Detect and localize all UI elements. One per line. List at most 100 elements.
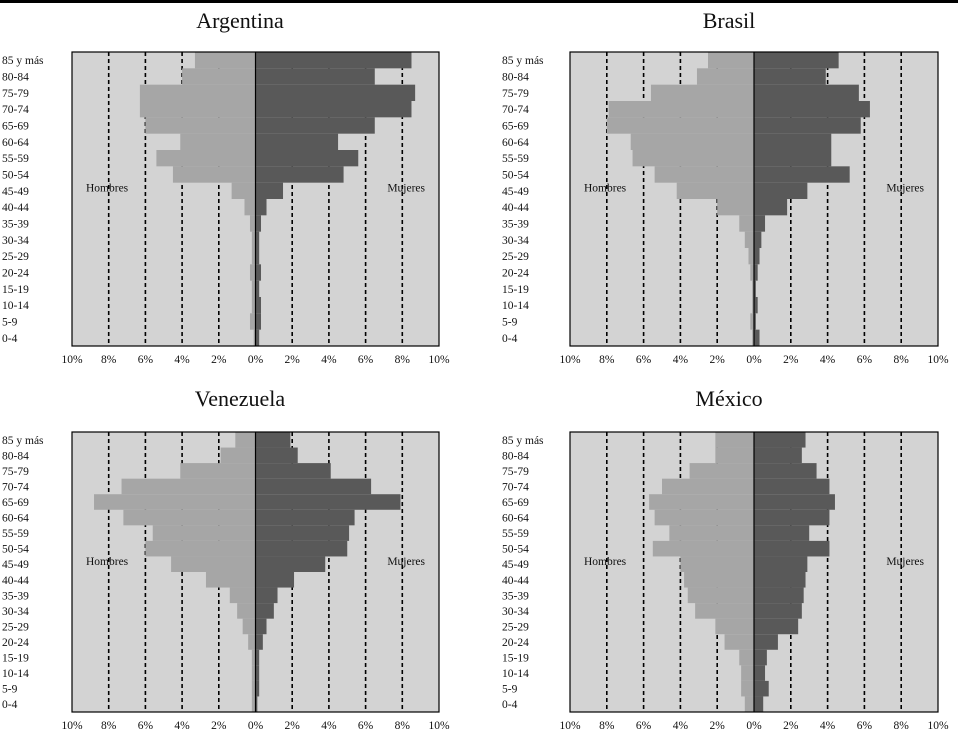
bar-mujeres-50-54 xyxy=(255,540,348,557)
y-tick-label: 70-74 xyxy=(502,481,529,493)
bar-hombres-10-14 xyxy=(251,665,256,681)
bar-hombres-75-79 xyxy=(139,84,256,101)
y-tick-label: 15-19 xyxy=(502,284,529,296)
y-tick-label: 50-54 xyxy=(2,544,29,556)
bar-mujeres-10-14 xyxy=(255,297,262,314)
series-label-mujeres: Mujeres xyxy=(886,183,924,195)
y-tick-label: 5-9 xyxy=(2,684,18,696)
bar-hombres-30-34 xyxy=(251,231,256,248)
bar-hombres-85-y-más xyxy=(194,52,256,69)
bar-hombres-80-84 xyxy=(182,68,256,85)
y-tick-label: 55-59 xyxy=(502,528,529,540)
y-tick-label: 25-29 xyxy=(502,621,529,633)
bar-mujeres-40-44 xyxy=(255,572,295,588)
x-tick-label: 10% xyxy=(927,354,949,366)
bar-mujeres-40-44 xyxy=(754,572,806,588)
bar-mujeres-65-69 xyxy=(255,494,401,510)
bar-mujeres-0-4 xyxy=(255,329,260,346)
x-tick-label: 8% xyxy=(395,354,411,366)
y-tick-label: 80-84 xyxy=(2,450,29,462)
y-tick-label: 55-59 xyxy=(502,153,529,165)
x-tick-label: 8% xyxy=(599,720,615,732)
x-tick-label: 6% xyxy=(138,354,154,366)
y-tick-label: 25-29 xyxy=(2,621,29,633)
y-tick-label: 40-44 xyxy=(2,202,29,214)
bar-mujeres-45-49 xyxy=(754,182,808,199)
y-tick-label: 45-49 xyxy=(2,559,29,571)
x-tick-label: 4% xyxy=(820,720,836,732)
y-tick-label: 50-54 xyxy=(502,170,529,182)
bar-hombres-70-74 xyxy=(608,101,754,118)
x-tick-label: 0% xyxy=(746,720,762,732)
bar-hombres-80-84 xyxy=(220,447,256,464)
series-label-mujeres: Mujeres xyxy=(387,183,425,195)
bar-mujeres-25-29 xyxy=(754,248,760,265)
bar-hombres-65-69 xyxy=(606,117,754,134)
y-tick-label: 85 y más xyxy=(502,55,544,67)
bar-hombres-40-44 xyxy=(244,199,256,216)
y-tick-label: 35-39 xyxy=(502,590,529,602)
bar-mujeres-35-39 xyxy=(255,215,262,232)
bar-mujeres-20-24 xyxy=(255,634,263,650)
pyramid-panel-mexico: México 85 y más 80-84 75-79 70-74 65-69 60-64… xyxy=(500,386,958,744)
pyramid-panel-argentina: Argentina 85 y más 80-84 75-79 70-74 65-69 60… xyxy=(0,8,480,368)
y-tick-label: 5-9 xyxy=(502,684,518,696)
y-tick-label: 0-4 xyxy=(2,333,18,345)
y-tick-label: 10-14 xyxy=(502,668,529,680)
bar-mujeres-5-9 xyxy=(255,313,262,330)
y-tick-label: 75-79 xyxy=(502,466,529,478)
y-tick-label: 65-69 xyxy=(502,497,529,509)
bar-hombres-55-59 xyxy=(156,150,256,167)
x-tick-label: 2% xyxy=(285,720,301,732)
bar-mujeres-80-84 xyxy=(255,68,375,85)
bar-hombres-50-54 xyxy=(172,166,256,183)
chart-title: Venezuela xyxy=(194,386,286,411)
bar-hombres-45-49 xyxy=(680,556,754,572)
series-label-hombres: Hombres xyxy=(86,556,129,568)
y-tick-label: 80-84 xyxy=(502,72,529,84)
bar-hombres-25-29 xyxy=(715,618,754,635)
bar-mujeres-55-59 xyxy=(754,525,810,541)
bar-hombres-50-54 xyxy=(654,166,754,183)
y-tick-label: 80-84 xyxy=(502,450,529,462)
y-tick-label: 10-14 xyxy=(2,300,29,312)
plot-frame xyxy=(71,51,440,347)
y-tick-label: 20-24 xyxy=(2,637,29,649)
y-tick-label: 45-49 xyxy=(502,186,529,198)
bar-hombres-75-79 xyxy=(650,84,754,101)
y-tick-label: 15-19 xyxy=(2,284,29,296)
y-tick-label: 10-14 xyxy=(502,300,529,312)
y-tick-label: 80-84 xyxy=(2,72,29,84)
chart-title: México xyxy=(695,386,763,411)
y-tick-label: 50-54 xyxy=(502,544,529,556)
bar-hombres-55-59 xyxy=(669,525,754,541)
bar-hombres-50-54 xyxy=(145,540,256,557)
bar-hombres-20-24 xyxy=(249,264,256,281)
y-tick-label: 0-4 xyxy=(502,333,518,345)
bar-hombres-75-79 xyxy=(689,463,754,479)
bar-hombres-5-9 xyxy=(741,680,754,697)
y-tick-label: 60-64 xyxy=(2,513,29,525)
x-tick-label: 6% xyxy=(138,720,154,732)
bar-mujeres-75-79 xyxy=(255,84,416,101)
bar-hombres-35-39 xyxy=(249,215,256,232)
bar-mujeres-70-74 xyxy=(255,478,372,495)
y-tick-label: 30-34 xyxy=(2,235,29,247)
bar-mujeres-50-54 xyxy=(754,540,830,557)
y-tick-label: 35-39 xyxy=(502,219,529,231)
bar-hombres-80-84 xyxy=(715,447,754,464)
bar-mujeres-45-49 xyxy=(255,556,326,572)
y-tick-label: 5-9 xyxy=(502,317,518,329)
x-tick-label: 4% xyxy=(820,354,836,366)
y-tick-label: 60-64 xyxy=(502,137,529,149)
y-tick-label: 35-39 xyxy=(2,219,29,231)
bar-hombres-70-74 xyxy=(662,478,754,495)
y-tick-label: 75-79 xyxy=(502,88,529,100)
y-tick-label: 45-49 xyxy=(2,186,29,198)
x-tick-label: 10% xyxy=(559,354,581,366)
bar-hombres-35-39 xyxy=(739,215,754,232)
x-tick-label: 8% xyxy=(395,720,411,732)
bar-mujeres-25-29 xyxy=(255,248,260,265)
bar-mujeres-20-24 xyxy=(754,634,778,650)
x-tick-label: 4% xyxy=(174,720,190,732)
